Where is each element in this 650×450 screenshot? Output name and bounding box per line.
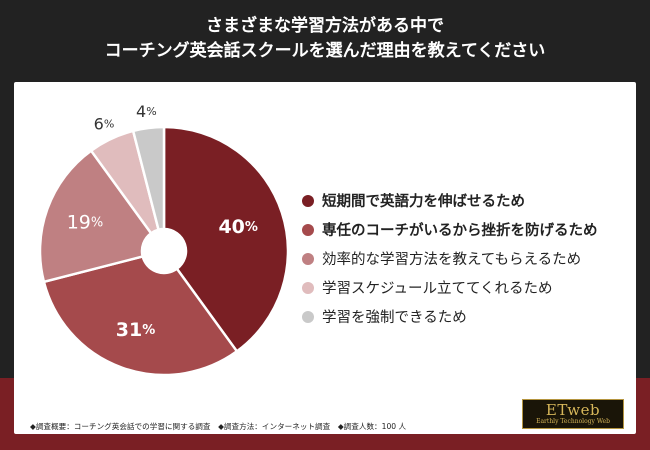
legend-label: 専任のコーチがいるから挫折を防げるため [322,223,598,239]
legend-item-3: 効率的な学習方法を教えてもらえるため [302,244,598,273]
legend: 短期間で英語力を伸ばせるため専任のコーチがいるから挫折を防げるため 効率的な学習方… [302,186,598,331]
pie-value-label-1: 40% [218,216,257,238]
legend-label: 短期間で英語力を伸ばせるため [322,194,525,210]
pie-value-label-5: 4% [136,102,157,121]
legend-label: 効率的な学習方法を教えてもらえるため [322,252,582,268]
logo-sub-text: Earthly Technology Web [536,417,610,425]
pie-value-label-2: 31% [116,319,155,341]
logo-main-text: ETweb [545,400,601,419]
legend-swatch [302,252,314,265]
chart-title-line-1: さまざまな学習方法がある中で [206,16,444,36]
legend-item-2: 専任のコーチがいるから挫折を防げるため [302,215,598,244]
legend-swatch [302,223,314,236]
header: さまざまな学習方法がある中で コーチング英会話スクールを選んだ理由を教えてくださ… [0,0,650,78]
survey-footnote: ◆調査概要：コーチング英会話での学習に関する調査 ◆調査方法：インターネット調査… [30,422,407,431]
legend-label: 学習スケジュール立ててくれるため [322,281,553,297]
legend-item-5: 学習を強制できるため [302,302,598,331]
pie-value-label-4: 6% [94,114,115,133]
legend-item-1: 短期間で英語力を伸ばせるため [302,186,598,215]
pie-slice-2 [42,254,239,377]
etweb-logo: ETweb Earthly Technology Web [522,399,624,429]
legend-swatch [302,281,314,294]
pie-slice-5 [131,125,166,232]
pie-value-label-3: 19% [67,212,104,234]
legend-item-4: 学習スケジュール立ててくれるため [302,273,598,302]
legend-swatch [302,310,314,323]
legend-swatch [302,194,314,207]
chart-title-line-2: コーチング英会話スクールを選んだ理由を教えてください [104,41,546,61]
pie-slice-1 [162,125,290,354]
pie-slice-3 [38,148,153,284]
legend-label: 学習を強制できるため [322,310,467,326]
